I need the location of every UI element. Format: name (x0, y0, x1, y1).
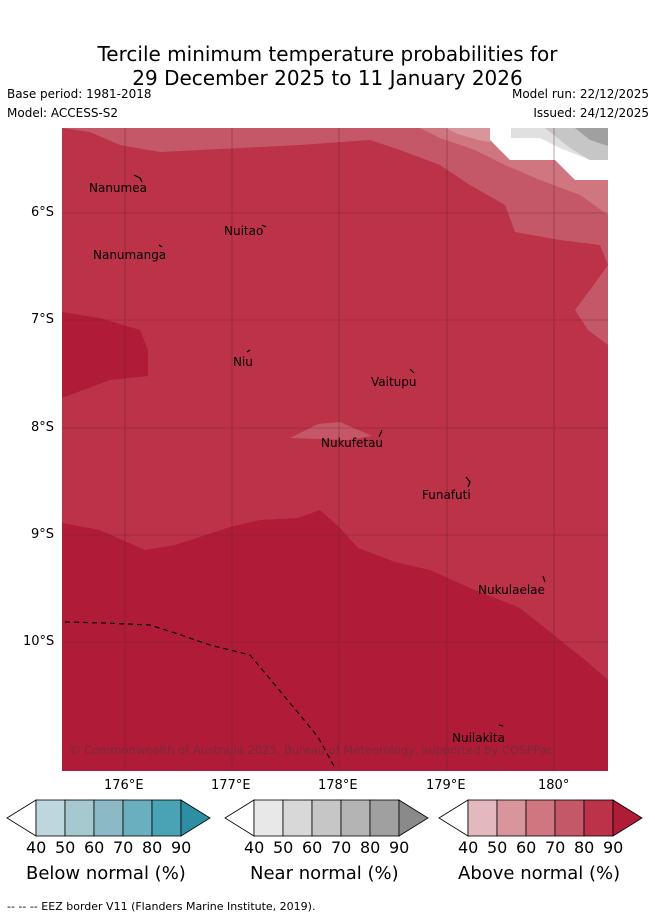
above-80-90-region-south (62, 510, 608, 771)
above-tick-70: 70 (545, 838, 566, 857)
below-swatch-3 (93, 799, 124, 837)
colorbar-above-normal (438, 799, 643, 837)
lat-label-8s: 8°S (31, 420, 55, 435)
lat-label-6s: 6°S (31, 205, 55, 220)
near-tick-50: 50 (273, 838, 294, 857)
near-swatch-1 (253, 799, 284, 837)
below-normal-title: Below normal (%) (26, 863, 186, 884)
eez-border-line (64, 621, 336, 769)
above-40-50-region (445, 128, 490, 142)
above-swatch-2 (496, 799, 527, 837)
above-tick-40: 40 (458, 838, 479, 857)
above-80-90-region-west (62, 312, 148, 398)
copyright-notice: © Commonwealth of Australia 2025, Bureau… (69, 743, 553, 757)
below-swatch-4 (122, 799, 153, 837)
lon-label-177e: 177°E (211, 778, 251, 793)
lon-label-176e: 176°E (104, 778, 144, 793)
below-tick-40: 40 (26, 838, 47, 857)
above-extend-low (438, 799, 469, 837)
above-swatch-3 (525, 799, 556, 837)
above-50-60-region (420, 128, 608, 215)
lon-label-178e: 178°E (318, 778, 358, 793)
below-swatch-5 (151, 799, 182, 837)
above-tick-50: 50 (487, 838, 508, 857)
below-extend-high (180, 799, 211, 837)
title-line-2: 29 December 2025 to 11 January 2026 (132, 66, 523, 90)
place-nukulaelae: Nukulaelae (478, 583, 545, 597)
near-swatch-3 (311, 799, 342, 837)
near-tick-40: 40 (244, 838, 265, 857)
place-niu: Niu (233, 355, 253, 369)
below-tick-80: 80 (142, 838, 163, 857)
above-tick-80: 80 (574, 838, 595, 857)
below-swatch-2 (64, 799, 95, 837)
near-swatch-4 (340, 799, 371, 837)
issued-date: Issued: 24/12/2025 (533, 106, 649, 120)
near-extend-high (398, 799, 429, 837)
island-outlines (133, 174, 546, 727)
place-nuilakita: Nuilakita (452, 731, 505, 745)
place-funafuti: Funafuti (422, 488, 471, 502)
above-swatch-4 (554, 799, 585, 837)
place-nuitao: Nuitao (224, 224, 263, 238)
below-tick-90: 90 (171, 838, 192, 857)
above-60-70-patch (290, 422, 372, 440)
near-tick-80: 80 (360, 838, 381, 857)
colorbar-below-normal (6, 799, 211, 837)
place-nanumea: Nanumea (89, 181, 147, 195)
footer-eez-note: -- -- -- EEZ border V11 (Flanders Marine… (7, 900, 316, 913)
near-80-90-region (575, 128, 608, 146)
lat-label-10s: 10°S (23, 634, 55, 649)
above-60-70-region (62, 128, 608, 345)
above-extend-high (612, 799, 643, 837)
colorbars (6, 799, 643, 837)
base-period: Base period: 1981-2018 (7, 87, 152, 101)
near-extend-low (224, 799, 255, 837)
place-nanumanga: Nanumanga (93, 248, 166, 262)
below-swatch-1 (35, 799, 66, 837)
title-line-1: Tercile minimum temperature probabilitie… (97, 42, 558, 66)
below-tick-60: 60 (84, 838, 105, 857)
near-tick-60: 60 (302, 838, 323, 857)
near-tick-70: 70 (331, 838, 352, 857)
above-swatch-1 (467, 799, 498, 837)
below-extend-low (6, 799, 37, 837)
lat-label-7s: 7°S (31, 312, 55, 327)
below-tick-50: 50 (55, 838, 76, 857)
above-normal-title: Above normal (%) (458, 863, 621, 884)
above-tick-90: 90 (603, 838, 624, 857)
below-tick-70: 70 (113, 838, 134, 857)
near-normal-title: Near normal (%) (250, 863, 399, 884)
lat-label-9s: 9°S (31, 527, 55, 542)
lon-label-179e: 179°E (426, 778, 466, 793)
near-swatch-5 (369, 799, 400, 837)
near-swatch-2 (282, 799, 313, 837)
above-tick-60: 60 (516, 838, 537, 857)
place-nukufetau: Nukufetau (321, 436, 383, 450)
colorbar-near-normal (224, 799, 429, 837)
model-name: Model: ACCESS-S2 (7, 106, 119, 120)
model-run: Model run: 22/12/2025 (511, 87, 649, 101)
place-vaitupu: Vaitupu (371, 375, 417, 389)
lon-label-180: 180° (538, 778, 570, 793)
near-tick-90: 90 (389, 838, 410, 857)
above-swatch-5 (583, 799, 614, 837)
